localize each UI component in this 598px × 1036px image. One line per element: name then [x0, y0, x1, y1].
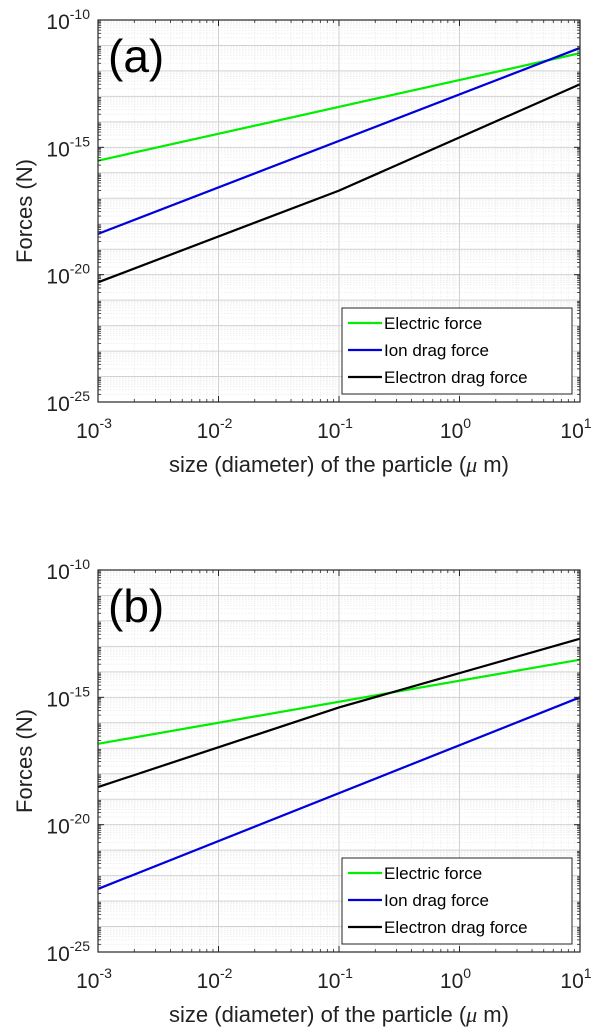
x-axis-label-text: size (diameter) of the particle ( [169, 1002, 467, 1027]
tick-base: 10 [46, 138, 69, 161]
x-tick-label: 10-2 [197, 415, 233, 443]
tick-base: 10 [46, 816, 69, 839]
tick-marks [97, 569, 581, 953]
series-line [97, 83, 581, 284]
tick-exponent: 0 [463, 415, 471, 431]
x-axis-label-text: size (diameter) of the particle ( [169, 452, 467, 477]
x-tick-label: 101 [560, 965, 591, 993]
tick-exponent: -2 [220, 965, 233, 981]
tick-exponent: -25 [70, 388, 90, 404]
tick-exponent: -1 [340, 965, 353, 981]
tick-exponent: 0 [463, 965, 471, 981]
y-tick-label: 10-15 [46, 133, 90, 161]
y-tick-label: 10-10 [46, 556, 90, 584]
tick-exponent: -20 [70, 811, 90, 827]
series-line [97, 52, 581, 162]
x-tick-label: 101 [560, 415, 591, 443]
legend: Electric force Ion drag force Electron dra… [341, 307, 573, 395]
tick-exponent: -3 [99, 965, 112, 981]
y-tick-label: 10-25 [46, 388, 90, 416]
tick-base: 10 [560, 420, 583, 443]
tick-marks [97, 19, 581, 403]
tick-base: 10 [197, 970, 220, 993]
panel-label: (a) [108, 30, 164, 82]
y-axis-label: Forces (N) [12, 159, 37, 263]
tick-exponent: -25 [70, 938, 90, 954]
legend-label: Electron drag force [384, 368, 528, 387]
legend-label: Ion drag force [384, 891, 489, 910]
tick-base: 10 [46, 393, 69, 416]
x-tick-label: 100 [440, 415, 471, 443]
legend-label: Electric force [384, 864, 482, 883]
tick-base: 10 [76, 420, 99, 443]
tick-base: 10 [560, 970, 583, 993]
tick-exponent: -20 [70, 261, 90, 277]
x-axis-label-mu: μ [465, 452, 477, 477]
y-tick-label: 10-15 [46, 683, 90, 711]
y-tick-label: 10-20 [46, 811, 90, 839]
x-axis-label-mu: μ [465, 1002, 477, 1027]
chart-panel-1: 10-3 10-2 10-1 100 10110-1010-1510-2010-25si… [12, 6, 592, 477]
legend-label: Electric force [384, 314, 482, 333]
tick-exponent: 1 [584, 415, 592, 431]
x-axis-label-unit: m) [477, 452, 509, 477]
tick-base: 10 [317, 420, 340, 443]
legend-label: Electron drag force [384, 918, 528, 937]
tick-base: 10 [46, 688, 69, 711]
tick-exponent: -2 [220, 415, 233, 431]
tick-base: 10 [317, 970, 340, 993]
x-axis-label-unit: m) [477, 1002, 509, 1027]
tick-base: 10 [46, 266, 69, 289]
tick-exponent: -15 [70, 133, 90, 149]
tick-exponent: -15 [70, 683, 90, 699]
y-tick-label: 10-25 [46, 938, 90, 966]
legend: Electric force Ion drag force Electron dra… [341, 857, 573, 945]
tick-base: 10 [197, 420, 220, 443]
x-tick-label: 10-3 [76, 965, 112, 993]
y-tick-label: 10-20 [46, 261, 90, 289]
panel-label: (b) [108, 580, 164, 632]
series-line [97, 658, 581, 745]
tick-base: 10 [46, 11, 69, 34]
chart-panel-2: 10-3 10-2 10-1 100 10110-1010-1510-2010-25si… [12, 556, 592, 1027]
tick-exponent: -10 [70, 6, 90, 22]
x-tick-label: 10-1 [317, 415, 353, 443]
x-tick-label: 10-3 [76, 415, 112, 443]
tick-exponent: 1 [584, 965, 592, 981]
x-axis-label: size (diameter) of the particle (μ m) [169, 1002, 509, 1027]
tick-exponent: -10 [70, 556, 90, 572]
tick-base: 10 [46, 943, 69, 966]
y-axis-label: Forces (N) [12, 709, 37, 813]
x-tick-label: 10-1 [317, 965, 353, 993]
tick-base: 10 [440, 970, 463, 993]
y-tick-label: 10-10 [46, 6, 90, 34]
tick-exponent: -1 [340, 415, 353, 431]
series-line [97, 696, 581, 890]
series-line [97, 46, 581, 235]
series-line [97, 637, 581, 789]
tick-base: 10 [440, 420, 463, 443]
tick-base: 10 [46, 561, 69, 584]
x-axis-label: size (diameter) of the particle (μ m) [169, 452, 509, 477]
tick-exponent: -3 [99, 415, 112, 431]
x-tick-label: 10-2 [197, 965, 233, 993]
tick-base: 10 [76, 970, 99, 993]
legend-label: Ion drag force [384, 341, 489, 360]
x-tick-label: 100 [440, 965, 471, 993]
